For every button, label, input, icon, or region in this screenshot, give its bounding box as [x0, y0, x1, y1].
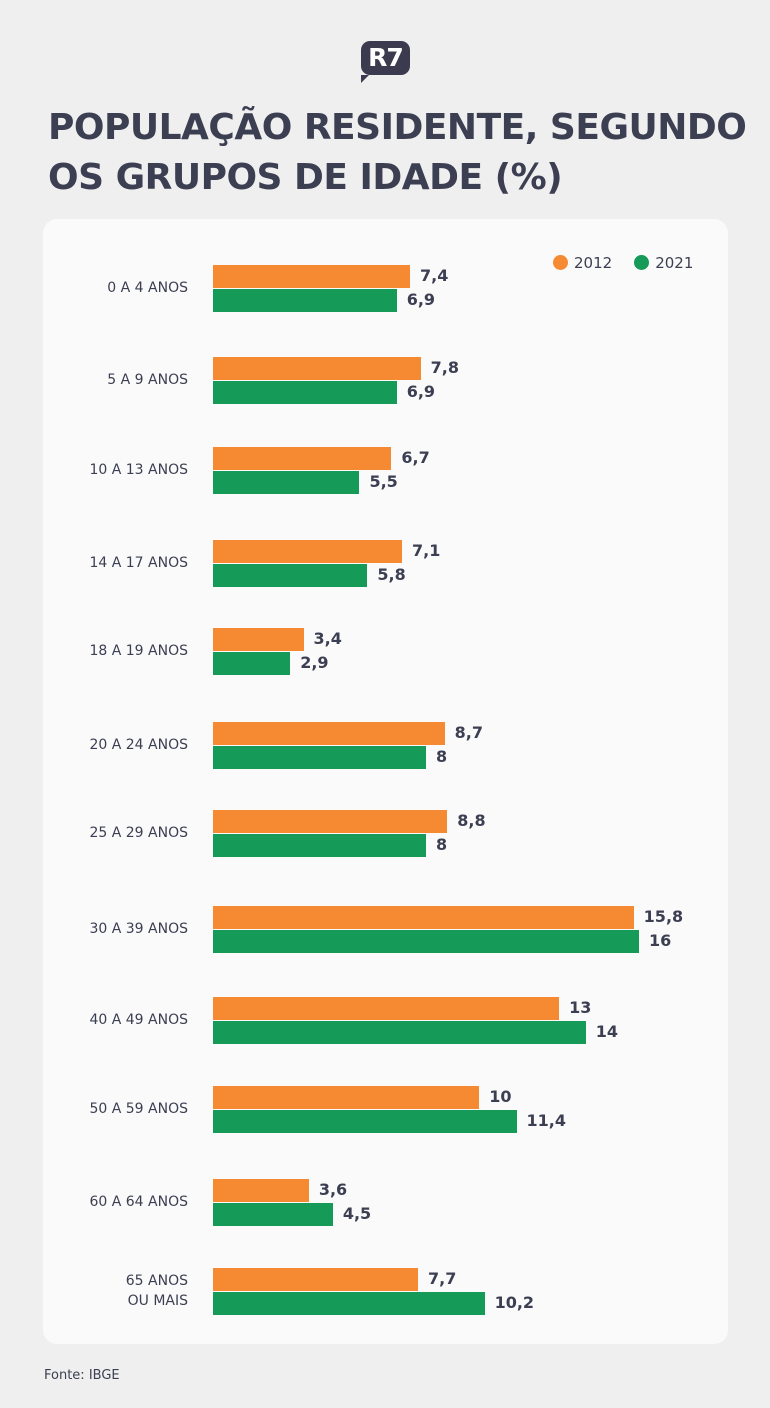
bar-2012	[213, 906, 634, 929]
value-label-2021: 5,5	[369, 472, 398, 491]
value-label-2012: 6,7	[401, 448, 430, 467]
legend-item-2012: 2012	[553, 254, 612, 272]
value-label-2021: 11,4	[526, 1111, 566, 1130]
value-label-2021: 8	[436, 747, 448, 766]
bar-2012	[213, 540, 403, 563]
legend: 2012 2021	[553, 254, 693, 272]
bar-2012	[213, 997, 560, 1020]
value-label-2012: 7,8	[430, 358, 460, 377]
bar-2012	[213, 722, 445, 745]
category-label: 60 A 64 ANOS	[89, 1194, 188, 1210]
legend-dot-2012	[553, 255, 568, 270]
bar-2012	[213, 447, 392, 470]
value-label-2012: 10	[489, 1087, 512, 1106]
value-label-2021: 6,9	[406, 290, 436, 309]
chart-title: POPULAÇÃO RESIDENTE, SEGUNDO OS GRUPOS D…	[48, 107, 747, 198]
category-label: 65 ANOS OU MAIS	[125, 1273, 188, 1309]
bar-2012	[213, 265, 411, 288]
bar-2021	[213, 930, 639, 953]
bar-2021	[213, 652, 291, 675]
bar-2021	[213, 1292, 485, 1315]
value-label-2012: 7,1	[412, 541, 441, 560]
legend-dot-2021	[634, 255, 650, 270]
bar-2012	[213, 628, 304, 651]
bar-2012	[213, 1268, 418, 1291]
value-label-2021: 4,5	[342, 1204, 372, 1223]
category-label: 25 A 29 ANOS	[89, 825, 188, 841]
bar-2012	[213, 810, 448, 833]
r7-logo: R7	[361, 41, 410, 83]
value-label-2021: 16	[649, 931, 672, 950]
category-label: 50 A 59 ANOS	[89, 1101, 188, 1117]
bar-2021	[213, 1110, 517, 1133]
source-note: Fonte: IBGE	[44, 1368, 120, 1383]
value-label-2021: 6,9	[406, 382, 436, 401]
value-label-2012: 7,7	[428, 1269, 457, 1288]
category-label: 40 A 49 ANOS	[89, 1012, 188, 1028]
category-label: 14 A 17 ANOS	[89, 555, 188, 571]
bar-2021	[213, 746, 426, 769]
bar-2021	[213, 471, 360, 494]
value-label-2012: 8,8	[457, 811, 486, 830]
category-label: 5 A 9 ANOS	[107, 372, 188, 388]
value-label-2021: 10,2	[494, 1293, 535, 1312]
bar-2021	[213, 834, 426, 857]
value-label-2012: 3,6	[318, 1180, 348, 1199]
value-label-2021: 14	[595, 1022, 619, 1041]
bar-2012	[213, 1179, 309, 1202]
category-label: 20 A 24 ANOS	[89, 737, 188, 753]
category-label: 18 A 19 ANOS	[89, 643, 188, 659]
value-label-2012: 3,4	[313, 629, 342, 648]
bar-2021	[213, 1203, 333, 1226]
bar-2021	[213, 564, 368, 587]
bar-2021	[213, 1021, 586, 1044]
bar-2021	[213, 289, 397, 312]
legend-item-2021: 2021	[634, 254, 693, 272]
value-label-2021: 2,9	[300, 653, 329, 672]
value-label-2012: 8,7	[454, 723, 483, 742]
category-label: 0 A 4 ANOS	[107, 280, 188, 296]
value-label-2021: 5,8	[377, 565, 406, 584]
bar-2012	[213, 1086, 480, 1109]
value-label-2021: 8	[436, 835, 448, 854]
chart-card	[43, 219, 728, 1344]
category-label: 30 A 39 ANOS	[89, 921, 188, 937]
bar-2012	[213, 357, 421, 380]
value-label-2012: 13	[569, 998, 592, 1017]
bar-2021	[213, 381, 397, 404]
value-label-2012: 15,8	[643, 907, 684, 926]
category-label: 10 A 13 ANOS	[89, 462, 188, 478]
value-label-2012: 7,4	[420, 266, 449, 285]
